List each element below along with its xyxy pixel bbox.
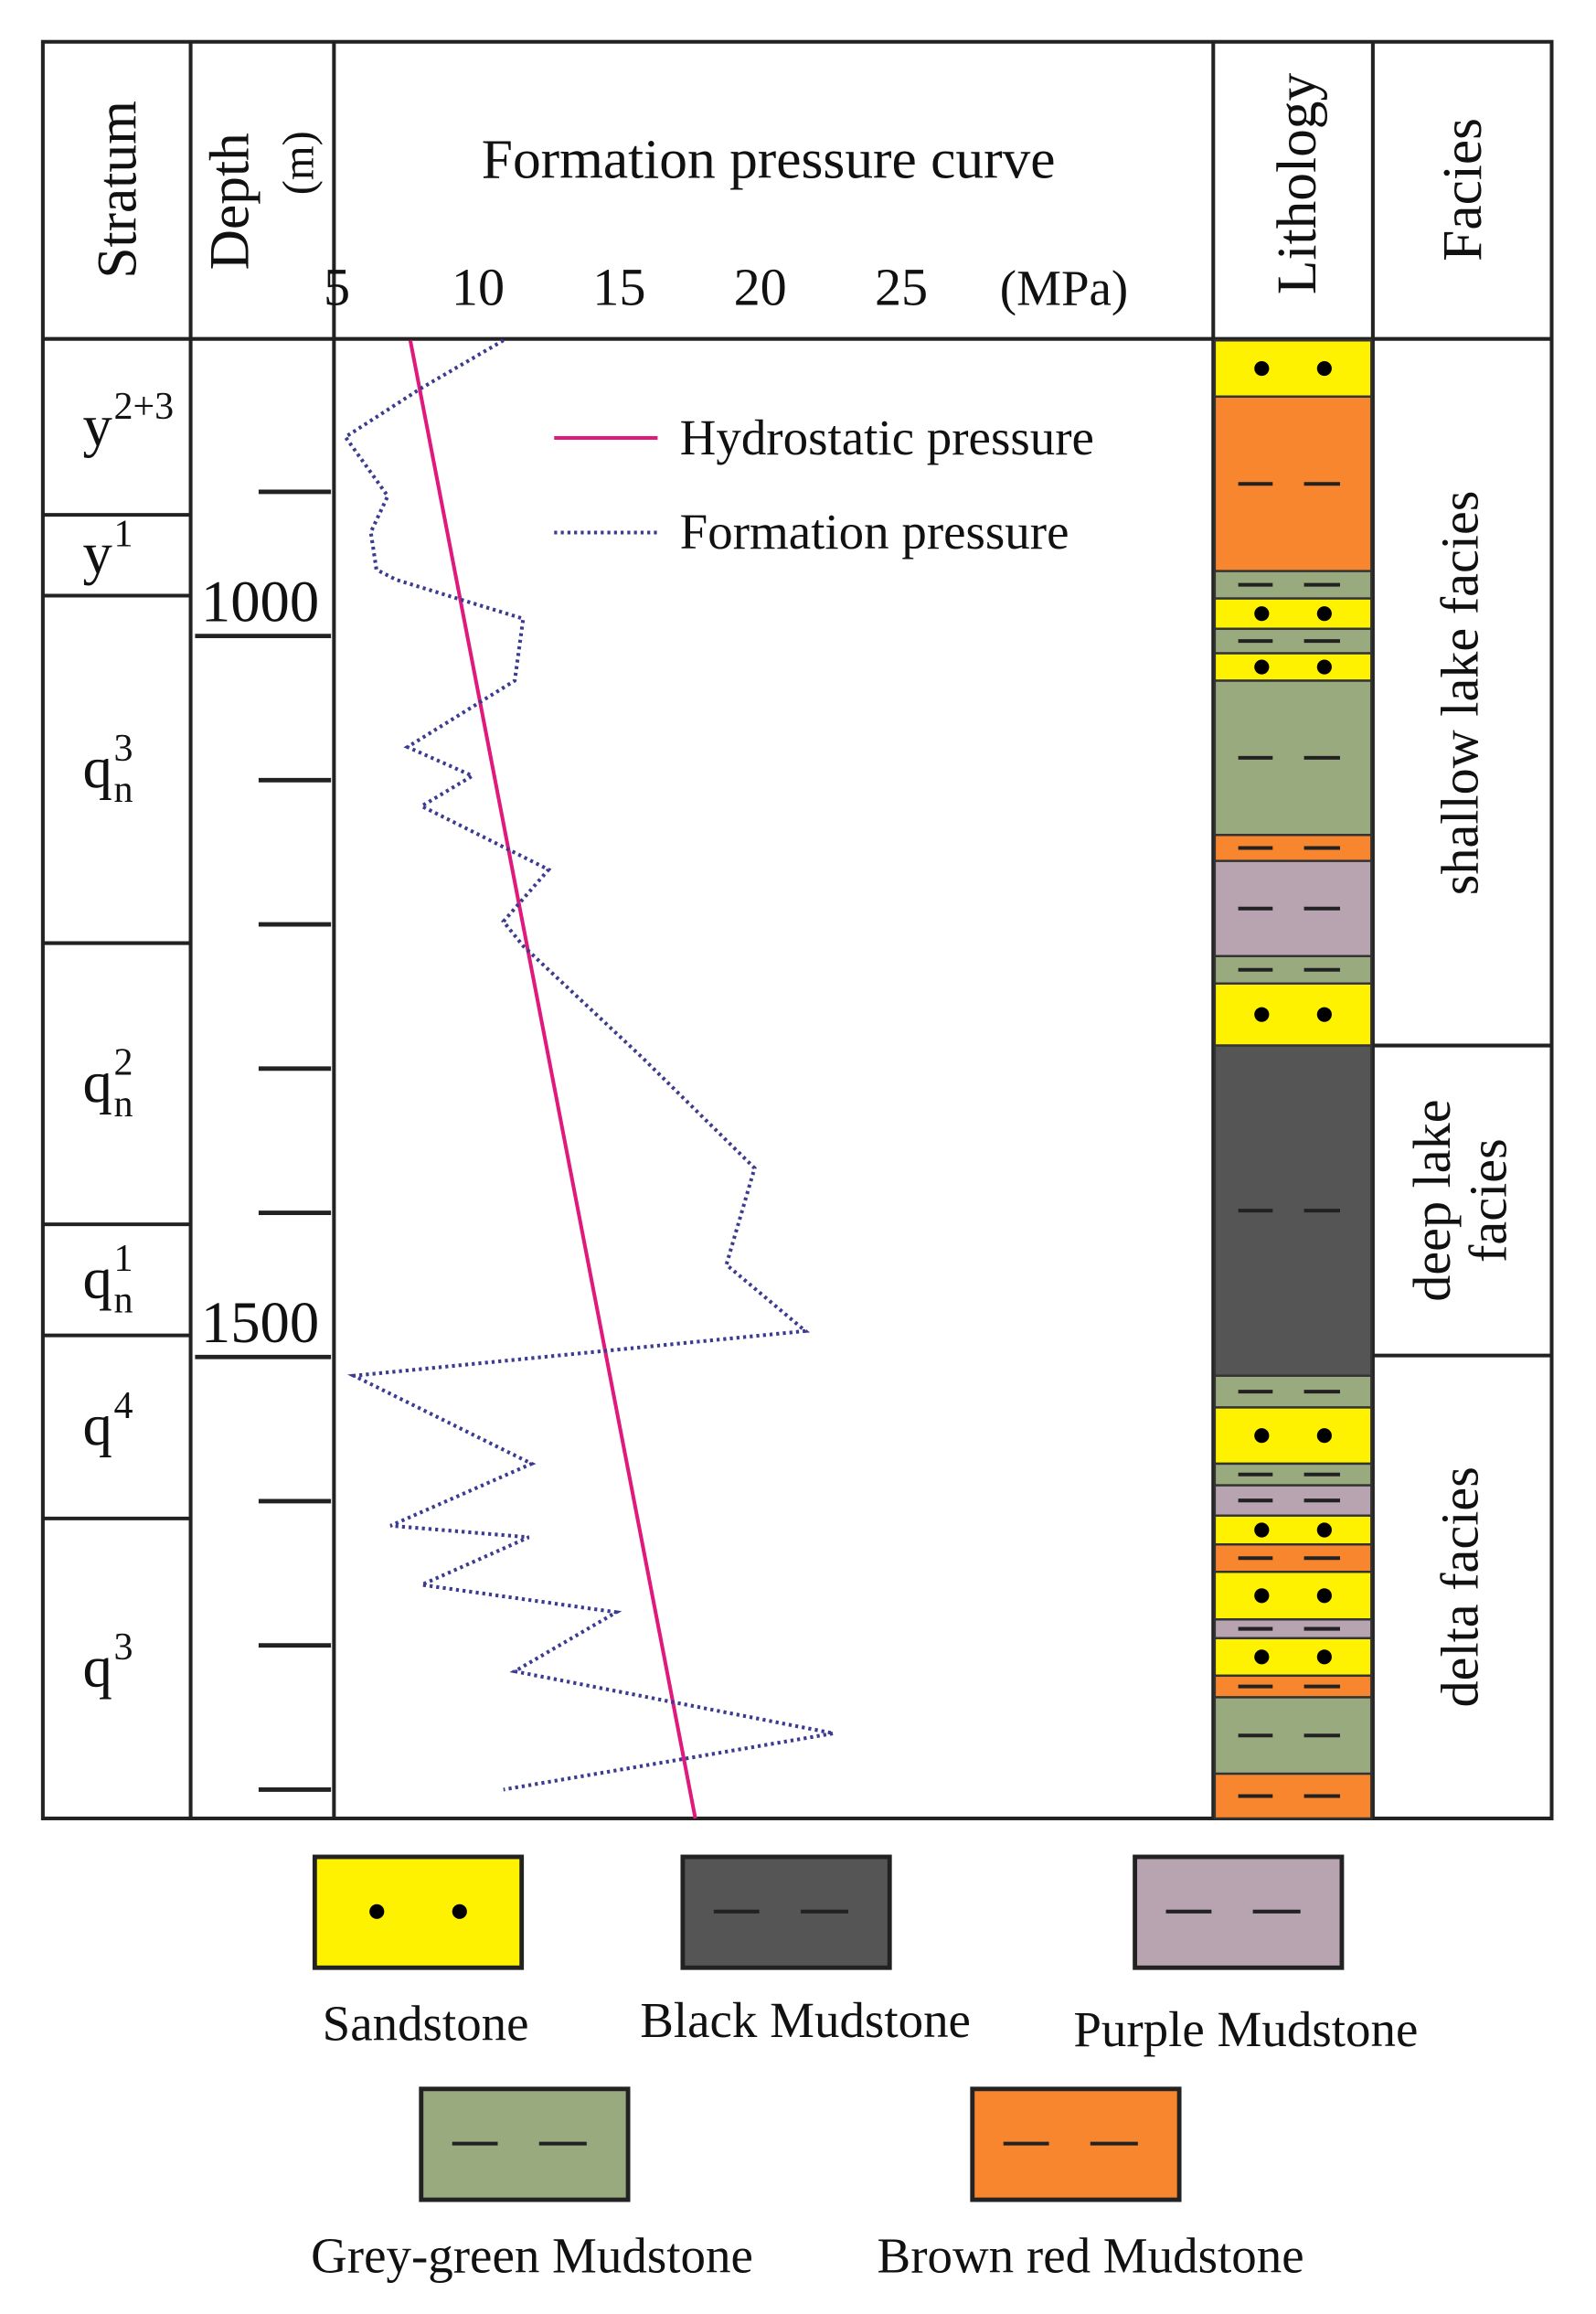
stratum-sub: n	[113, 1279, 133, 1321]
lithology-pattern	[1316, 1588, 1332, 1604]
facies-label: deep lake	[1402, 1099, 1462, 1301]
lithology-layer	[1213, 1543, 1373, 1573]
lithology-pattern	[1316, 1649, 1332, 1665]
lithology-layer	[1213, 339, 1373, 399]
lithology-pattern	[1316, 360, 1332, 377]
stratum-label: q	[83, 1633, 112, 1699]
lithology-layer	[1213, 1406, 1373, 1466]
lithology-layer	[1213, 1674, 1373, 1699]
lithology-pattern	[1254, 1588, 1270, 1604]
lithology-layer	[1213, 1514, 1373, 1546]
stratum-sup: 3	[113, 728, 133, 770]
lithology-pattern	[1254, 1007, 1270, 1022]
column-header-unit: (m)	[275, 131, 324, 195]
lithology-pattern	[1254, 1428, 1270, 1444]
legend-label: Sandstone	[323, 1995, 529, 2051]
column-header: Depth	[199, 133, 261, 270]
lithology-pattern	[1254, 1522, 1270, 1538]
lithology-layer	[1213, 1484, 1373, 1517]
lithology-layer	[1213, 1696, 1373, 1775]
x-tick-label: 10	[452, 257, 505, 316]
stratum-label: q	[83, 1392, 112, 1457]
stratum-sup: 3	[113, 1626, 133, 1669]
lithology-layer	[1213, 1374, 1373, 1409]
chart-title: Formation pressure curve	[482, 128, 1056, 190]
facies-label: delta facies	[1431, 1466, 1490, 1707]
stratum-label: y	[83, 392, 113, 458]
series-line	[342, 338, 835, 1792]
facies-label: facies	[1458, 1138, 1517, 1263]
lithology-layer	[1213, 627, 1373, 655]
outer-border	[40, 39, 1554, 1820]
lithology-layer	[1213, 1637, 1373, 1678]
stratum-label: q	[83, 1049, 112, 1114]
legend-pattern	[452, 1903, 467, 1919]
legend-box	[1133, 1854, 1345, 1970]
lithology-pattern	[1254, 659, 1270, 675]
x-tick-label: 25	[875, 257, 928, 316]
series-line	[408, 339, 697, 1819]
column-header: Stratum	[87, 101, 149, 278]
lithology-pattern	[1254, 360, 1270, 377]
stratum-sup: 1	[113, 1238, 133, 1280]
column-header: Facies	[1431, 118, 1494, 261]
stratum-sup: 4	[113, 1385, 133, 1427]
facies-label: shallow lake facies	[1431, 491, 1490, 896]
lithology-pattern	[1254, 1649, 1270, 1665]
y-tick-label: 1000	[201, 568, 319, 634]
lithology-layer	[1213, 395, 1373, 572]
lithology-layer	[1213, 834, 1373, 862]
x-tick-label: 15	[592, 257, 645, 316]
lithology-layer	[1213, 1571, 1373, 1621]
stratum-sup: 2+3	[113, 386, 174, 428]
lithology-layer	[1213, 570, 1373, 600]
x-tick-label: 20	[734, 257, 787, 316]
legend-label: Formation pressure	[680, 504, 1069, 560]
stratum-label: y	[83, 520, 113, 586]
lithology-layer	[1213, 1618, 1373, 1640]
legend-label: Black Mudstone	[640, 1992, 971, 2048]
lithology-layer	[1213, 1772, 1373, 1820]
y-tick-label: 1500	[201, 1289, 319, 1355]
lithology-layer	[1213, 859, 1373, 957]
stratum-sub: n	[113, 1083, 133, 1125]
lithology-layer	[1213, 982, 1373, 1047]
lithology-pattern	[1254, 606, 1270, 622]
frame	[40, 39, 1554, 1820]
stratum-label: q	[83, 1244, 112, 1310]
lithology-layer	[1213, 597, 1373, 630]
lithology-pattern	[1316, 659, 1332, 675]
lithology-layer	[1213, 679, 1373, 837]
legend-label: Grey-green Mudstone	[311, 2227, 753, 2283]
stratum-sup: 2	[113, 1042, 133, 1084]
lithology-layer	[1213, 1044, 1373, 1377]
lithology-layer	[1213, 1462, 1373, 1487]
stratum-sup: 1	[113, 514, 133, 556]
lithology-pattern	[1316, 1428, 1332, 1444]
column-header: Lithology	[1266, 73, 1328, 295]
lithology-layer	[1213, 652, 1373, 682]
stratum-sub: n	[113, 769, 133, 811]
stratum-label: q	[83, 734, 112, 800]
legend-label: Hydrostatic pressure	[680, 410, 1094, 465]
lithology-layer	[1213, 954, 1373, 985]
x-axis-label: (MPa)	[1000, 260, 1128, 315]
legend-pattern	[369, 1903, 385, 1919]
legend-label: Brown red Mudstone	[878, 2227, 1304, 2283]
lithology-pattern	[1316, 1007, 1332, 1022]
lithology-pattern	[1316, 606, 1332, 622]
lithology-pattern	[1316, 1522, 1332, 1538]
x-tick-label: 5	[324, 257, 350, 316]
legend-box	[312, 1854, 525, 1970]
legend-label: Purple Mudstone	[1073, 2001, 1418, 2057]
